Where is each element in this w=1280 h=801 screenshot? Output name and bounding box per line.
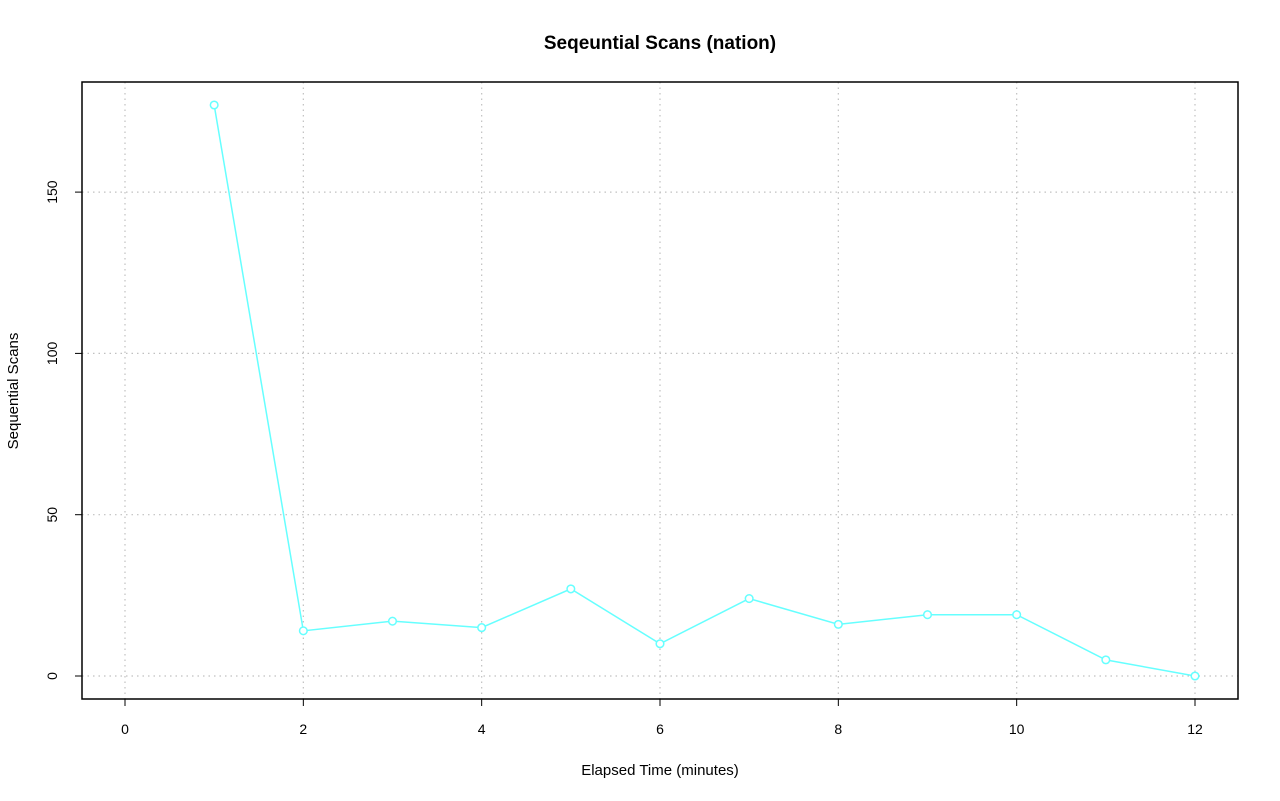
data-point [655,639,665,649]
x-tick-label: 12 [1187,721,1203,737]
data-point [566,584,576,594]
data-point [1190,671,1200,681]
series [209,100,1200,681]
data-point [833,619,843,629]
y-tick-label: 100 [44,342,60,366]
y-axis-label: Sequential Scans [5,333,22,450]
y-tick-label: 0 [44,672,60,680]
data-point [1012,610,1022,620]
data-point [298,626,308,636]
series-line [213,104,1196,677]
data-point [209,100,219,110]
grid [82,82,1238,699]
x-axis-label: Elapsed Time (minutes) [581,762,739,779]
chart-title: Seqeuntial Scans (nation) [544,33,776,54]
x-tick-label: 8 [834,721,842,737]
x-tick-label: 4 [478,721,486,737]
x-tick-label: 6 [656,721,664,737]
data-point [477,623,487,633]
y-axis: 0 50 100 150 [44,180,82,680]
y-tick-label: 150 [44,180,60,204]
x-tick-label: 10 [1009,721,1025,737]
x-tick-label: 0 [121,721,129,737]
x-tick-label: 2 [299,721,307,737]
data-point [387,616,398,626]
data-point [744,594,754,604]
y-tick-label: 50 [44,507,60,523]
data-point [922,610,933,620]
data-point [1101,655,1111,665]
x-axis: 0 2 4 6 8 10 12 [121,699,1203,737]
